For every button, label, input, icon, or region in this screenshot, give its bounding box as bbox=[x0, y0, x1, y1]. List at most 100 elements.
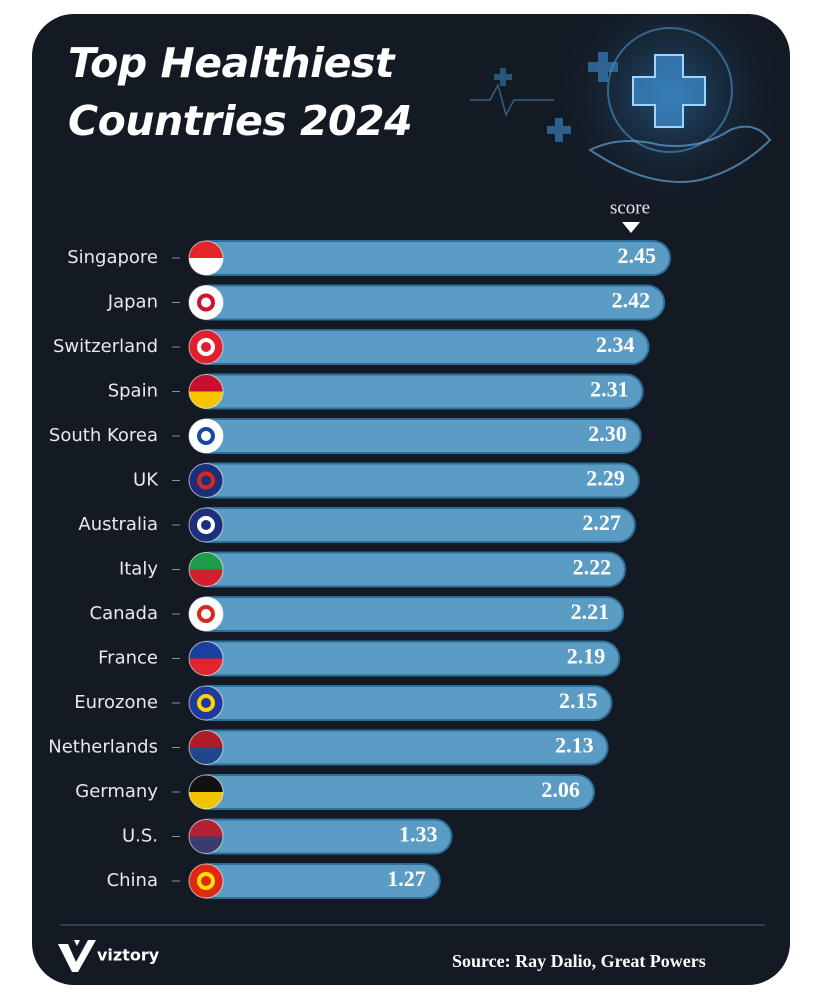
flag bbox=[189, 330, 223, 364]
decoration bbox=[470, 14, 790, 215]
flag-ring bbox=[188, 774, 224, 810]
flag bbox=[189, 552, 223, 587]
flag-bottom bbox=[189, 747, 223, 765]
flag-ring bbox=[188, 240, 224, 276]
flag-bottom bbox=[189, 569, 223, 587]
value-label: 2.22 bbox=[573, 555, 612, 580]
flag-bottom bbox=[189, 792, 223, 809]
bar bbox=[191, 240, 671, 276]
flag bbox=[189, 463, 223, 498]
flag-ring bbox=[188, 685, 224, 721]
value-label: 2.45 bbox=[618, 243, 657, 268]
flag-top bbox=[189, 775, 223, 792]
bar bbox=[191, 551, 627, 588]
value-label: 2.06 bbox=[541, 777, 580, 802]
flag bbox=[189, 285, 223, 320]
flag-emblem bbox=[197, 338, 215, 356]
category-label: Australia bbox=[78, 514, 158, 535]
category-label: China bbox=[107, 870, 158, 891]
flag bbox=[189, 864, 223, 898]
flag bbox=[189, 241, 223, 275]
bar bbox=[191, 373, 644, 410]
flag-emblem bbox=[197, 427, 215, 445]
flag bbox=[189, 419, 223, 453]
bar bbox=[191, 507, 636, 543]
flag bbox=[189, 508, 223, 542]
bar bbox=[191, 462, 640, 499]
bar bbox=[191, 685, 613, 721]
flag-ring bbox=[188, 463, 224, 498]
flag bbox=[189, 597, 223, 631]
header-arrow bbox=[622, 222, 640, 233]
category-label: Netherlands bbox=[48, 737, 158, 758]
flag bbox=[189, 374, 223, 409]
flag-ring bbox=[188, 374, 224, 409]
flag-emblem bbox=[197, 872, 215, 890]
flag-emblem bbox=[197, 471, 215, 490]
flag-top bbox=[189, 730, 223, 748]
flag-ring bbox=[188, 329, 224, 365]
flag-top bbox=[189, 641, 223, 659]
flag-ring bbox=[188, 552, 224, 587]
category-label: Canada bbox=[90, 603, 159, 624]
flag-emblem bbox=[197, 516, 215, 534]
flag bbox=[189, 819, 223, 854]
category-label: U.S. bbox=[122, 826, 158, 847]
source: Source: Ray Dalio, Great Powers bbox=[452, 951, 706, 971]
value-label: 2.34 bbox=[596, 332, 635, 357]
bar bbox=[191, 640, 621, 677]
value-label: 2.19 bbox=[567, 644, 606, 669]
flag-ring bbox=[188, 819, 224, 854]
value-label: 2.27 bbox=[582, 510, 621, 535]
flag-bottom bbox=[189, 258, 223, 275]
category-label: Spain bbox=[108, 381, 158, 402]
flag-ring bbox=[188, 641, 224, 676]
category-label: UK bbox=[133, 470, 159, 491]
category-label: Italy bbox=[119, 559, 158, 580]
flag-bottom bbox=[189, 836, 223, 854]
category-label: Germany bbox=[75, 781, 158, 802]
value-label: 2.29 bbox=[586, 466, 625, 491]
value-label: 2.30 bbox=[588, 421, 627, 446]
flag-ring bbox=[188, 596, 224, 632]
source-group: Source: Ray Dalio, Great Powers bbox=[452, 951, 706, 971]
flag bbox=[189, 686, 223, 720]
value-label: 1.33 bbox=[399, 822, 438, 847]
value-label: 2.15 bbox=[559, 688, 598, 713]
brand-logo bbox=[58, 940, 96, 972]
flag-ring bbox=[188, 863, 224, 899]
bar bbox=[191, 774, 595, 810]
flag-emblem bbox=[197, 694, 215, 712]
value-label: 2.21 bbox=[571, 599, 610, 624]
flag bbox=[189, 775, 223, 809]
chart-title: Top Healthiest Countries 2024 bbox=[68, 39, 413, 145]
flag-top bbox=[189, 374, 223, 392]
category-label: Japan bbox=[107, 292, 158, 313]
category-label: Eurozone bbox=[74, 692, 158, 713]
flag-top bbox=[189, 241, 223, 258]
flag-emblem bbox=[197, 605, 215, 623]
value-header: score bbox=[610, 197, 650, 218]
brand: viztory bbox=[97, 946, 160, 965]
category-label: South Korea bbox=[49, 425, 158, 446]
flag-bottom bbox=[189, 391, 223, 409]
bar bbox=[191, 596, 625, 632]
flag bbox=[189, 730, 223, 765]
bar bbox=[191, 729, 609, 766]
flag-ring bbox=[188, 418, 224, 454]
flag-ring bbox=[188, 730, 224, 765]
flag bbox=[189, 641, 223, 676]
bar bbox=[191, 284, 666, 321]
value-label: 2.42 bbox=[612, 288, 651, 313]
flag-top bbox=[189, 819, 223, 837]
category-label: Switzerland bbox=[53, 336, 158, 357]
flag-emblem bbox=[197, 293, 215, 312]
category-label: Singapore bbox=[67, 247, 158, 268]
category-label: France bbox=[98, 648, 158, 669]
value-label: 2.13 bbox=[555, 733, 594, 758]
flag-ring bbox=[188, 285, 224, 320]
value-label: 1.27 bbox=[387, 866, 426, 891]
flag-ring bbox=[188, 507, 224, 543]
bar bbox=[191, 418, 642, 454]
